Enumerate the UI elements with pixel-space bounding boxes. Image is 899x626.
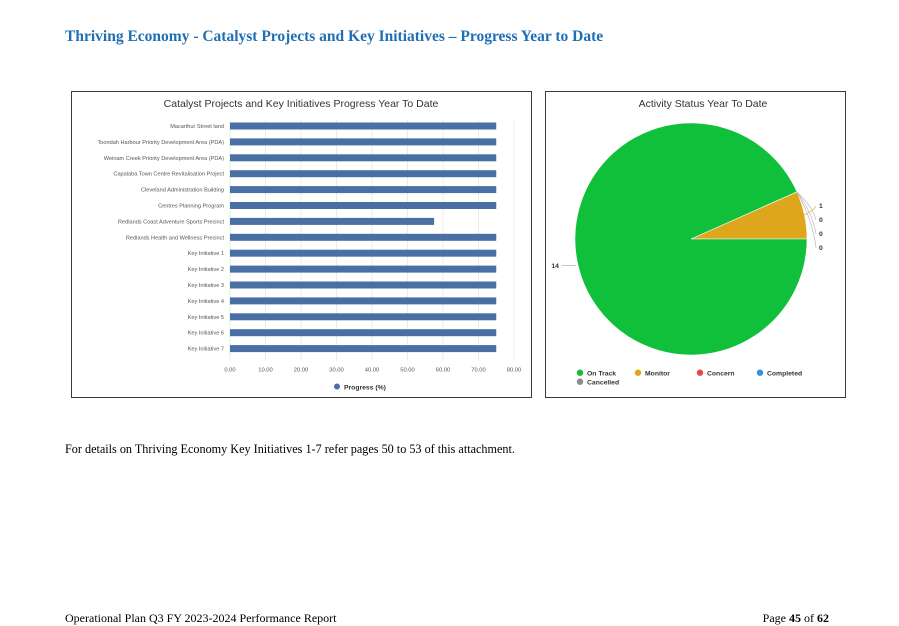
legend-label: Monitor	[645, 371, 670, 378]
legend-label: Completed	[767, 371, 802, 378]
page-current: 45	[789, 611, 801, 625]
pie-slice	[574, 122, 808, 356]
category-label: Key Initiative 4	[188, 299, 224, 305]
legend-marker	[576, 378, 584, 385]
page-total: 62	[817, 611, 829, 625]
x-tick-label: 10.00	[258, 368, 273, 374]
pie-data-label: 0	[819, 245, 823, 252]
progress-bar	[230, 154, 497, 162]
progress-bar-chart: Catalyst Projects and Key Initiatives Pr…	[71, 91, 532, 398]
label-connector	[796, 191, 817, 249]
progress-bar	[230, 249, 497, 257]
pie-data-label: 14	[551, 263, 559, 270]
category-label: Weinam Creek Priority Development Area (…	[104, 156, 224, 162]
legend-marker	[634, 369, 642, 376]
pie-chart-title: Activity Status Year To Date	[639, 98, 768, 110]
footer-report-title: Operational Plan Q3 FY 2023-2024 Perform…	[65, 611, 337, 625]
bar-chart-canvas: Catalyst Projects and Key Initiatives Pr…	[97, 98, 522, 392]
bar-chart-title: Catalyst Projects and Key Initiatives Pr…	[164, 98, 439, 110]
progress-bar	[230, 138, 497, 146]
progress-bar	[230, 217, 435, 225]
label-connector	[796, 191, 817, 221]
category-label: Capalaba Town Centre Revitalisation Proj…	[113, 172, 224, 178]
category-label: Key Initiative 1	[188, 251, 224, 257]
x-tick-label: 70.00	[471, 368, 486, 374]
page-of: of	[804, 611, 814, 625]
category-label: Key Initiative 6	[188, 331, 224, 337]
progress-bar	[230, 281, 497, 289]
category-label: Cleveland Administration Building	[141, 188, 224, 194]
legend-label: On Track	[587, 371, 616, 378]
pie-data-label: 0	[819, 231, 823, 238]
progress-bar	[230, 265, 497, 273]
progress-bar	[230, 313, 497, 321]
category-label: Centres Planning Program	[158, 204, 224, 210]
progress-bar	[230, 170, 497, 178]
pie-data-label: 0	[819, 217, 823, 224]
category-label: Key Initiative 7	[188, 347, 224, 353]
progress-bar	[230, 345, 497, 353]
legend-label: Progress (%)	[344, 385, 386, 392]
category-label: Key Initiative 3	[188, 283, 224, 289]
footer-page-number: Page 45 of 62	[763, 611, 829, 626]
pie-data-label: 1	[819, 203, 823, 210]
progress-bar	[230, 186, 497, 194]
legend-marker	[756, 369, 764, 376]
x-tick-label: 30.00	[329, 368, 344, 374]
legend-marker	[334, 383, 340, 390]
x-tick-label: 0.00	[224, 368, 235, 374]
legend-label: Cancelled	[587, 380, 619, 387]
x-tick-label: 80.00	[507, 368, 522, 374]
body-text: For details on Thriving Economy Key Init…	[65, 442, 515, 456]
x-tick-label: 20.00	[294, 368, 309, 374]
activity-status-pie-chart: Activity Status Year To Date 1 0 0 0 14 On Tr…	[545, 91, 846, 398]
label-connector	[796, 191, 817, 235]
x-tick-label: 50.00	[400, 368, 415, 374]
category-label: Toondah Harbour Priority Development Are…	[97, 140, 224, 146]
progress-bar	[230, 297, 497, 305]
progress-bar	[230, 233, 497, 241]
category-label: Key Initiative 5	[188, 315, 224, 321]
label-connector	[804, 205, 817, 216]
page-heading: Thriving Economy - Catalyst Projects and…	[65, 28, 604, 45]
category-label: Redlands Coast Adventure Sports Precinct	[118, 219, 224, 225]
progress-bar	[230, 122, 497, 130]
pie-chart-canvas: Activity Status Year To Date 1 0 0 0 14 On Tr…	[551, 98, 823, 387]
progress-bar	[230, 329, 497, 337]
category-label: Macarthur Street land	[170, 124, 224, 130]
legend-marker	[696, 369, 704, 376]
x-tick-label: 40.00	[365, 368, 380, 374]
x-tick-label: 60.00	[436, 368, 451, 374]
category-label: Key Initiative 2	[188, 267, 224, 273]
progress-bar	[230, 202, 497, 209]
legend-label: Concern	[707, 371, 735, 378]
legend-marker	[576, 369, 584, 376]
page-label: Page	[762, 611, 786, 625]
category-label: Redlands Health and Wellness Precinct	[126, 235, 225, 241]
